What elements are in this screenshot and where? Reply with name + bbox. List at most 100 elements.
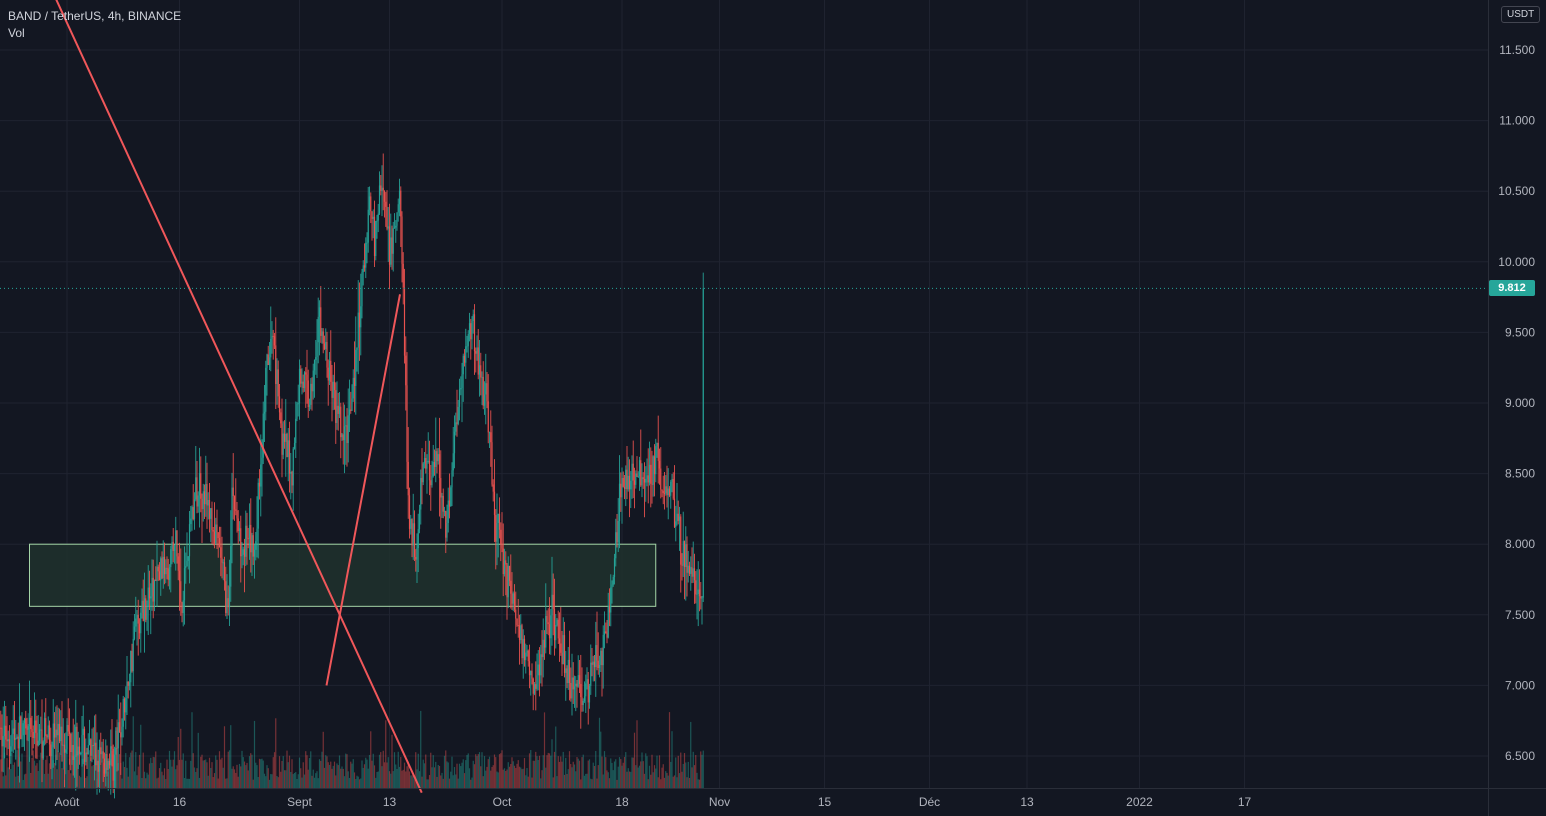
trendline[interactable] xyxy=(48,0,423,794)
candle-body xyxy=(627,475,629,490)
volume-bar xyxy=(577,758,579,788)
volume-bar xyxy=(696,772,698,788)
volume-bar xyxy=(583,775,586,788)
candle-body xyxy=(396,212,398,226)
volume-bar xyxy=(270,774,272,788)
candle-body xyxy=(172,541,174,551)
volume-bar xyxy=(431,767,433,788)
trend-lines[interactable] xyxy=(48,0,423,794)
volume-bar xyxy=(623,756,626,788)
candle-body xyxy=(316,342,318,358)
symbol-title[interactable]: BAND / TetherUS, 4h, BINANCE xyxy=(8,9,182,23)
volume-bar xyxy=(310,751,312,788)
candle-body xyxy=(602,634,604,666)
volume-bar xyxy=(467,753,469,788)
candle-body xyxy=(507,565,509,598)
price-axis[interactable]: 11.500 11.000 10.500 10.000 9.500 9.000 8.500 8… xyxy=(1488,0,1536,816)
volume-bar xyxy=(573,764,576,788)
price-tick-label: 11.500 xyxy=(1499,43,1535,57)
trendline[interactable] xyxy=(325,294,401,686)
candle-body xyxy=(60,726,62,742)
volume-bar xyxy=(531,777,533,788)
volume-bar xyxy=(631,757,633,788)
candle-body xyxy=(608,606,611,613)
candle-body xyxy=(577,675,579,687)
volume-bar xyxy=(185,760,187,788)
candle-body xyxy=(170,549,172,568)
volume-bar xyxy=(367,768,369,788)
volume-bar xyxy=(517,760,519,788)
candle-body xyxy=(358,312,361,328)
candle-body xyxy=(311,383,313,392)
candle-body xyxy=(131,650,133,672)
candle-body xyxy=(630,480,632,490)
candle-body xyxy=(200,473,202,499)
candle-body xyxy=(623,486,626,489)
volume-bar xyxy=(202,760,204,788)
candle-body xyxy=(297,403,299,405)
candle-body xyxy=(171,541,173,550)
volume-bar xyxy=(117,762,119,788)
volume-bar xyxy=(683,753,686,788)
volume-bar xyxy=(100,765,102,788)
volume-bar xyxy=(641,752,643,788)
candle-body xyxy=(262,413,264,458)
candle-body xyxy=(260,464,262,487)
volume-bar xyxy=(257,776,259,788)
volume-bar xyxy=(301,777,303,788)
candle-body xyxy=(111,746,113,749)
candle-body xyxy=(175,530,177,545)
volume-bar xyxy=(92,765,94,788)
candle-body xyxy=(163,556,166,575)
volume-bar xyxy=(175,769,177,788)
volume-bar xyxy=(453,767,456,788)
volume-bar xyxy=(300,768,302,788)
volume-bar xyxy=(636,720,638,788)
volume-bar xyxy=(262,760,264,788)
time-axis[interactable]: Août 16 Sept 13 Oct 18 Nov 15 Déc 13 2022 17 xyxy=(0,788,1546,810)
candle-body xyxy=(641,477,643,486)
candle-body xyxy=(307,380,309,408)
volume-bar xyxy=(176,765,178,788)
volume-indicator-label[interactable]: Vol xyxy=(8,26,25,40)
volume-bar xyxy=(476,756,478,788)
volume-bar xyxy=(448,778,451,788)
volume-bar xyxy=(512,761,514,788)
volume-bar xyxy=(586,773,588,788)
volume-bar xyxy=(445,750,447,788)
candle-body xyxy=(315,357,317,360)
candle-body xyxy=(17,736,19,749)
candle-body xyxy=(385,201,387,207)
candle-body xyxy=(67,725,69,732)
volume-bar xyxy=(656,755,658,788)
volume-bar xyxy=(382,750,384,788)
volume-bar xyxy=(507,762,509,788)
currency-button[interactable]: USDT xyxy=(1501,6,1541,23)
candle-body xyxy=(21,735,23,740)
volume-bar xyxy=(556,776,558,788)
volume-bar xyxy=(168,750,171,788)
candle-body xyxy=(626,469,628,490)
price-tick-label: 10.500 xyxy=(1498,184,1535,198)
volume-bar xyxy=(381,766,383,788)
volume-bar xyxy=(580,779,582,788)
candle-body xyxy=(453,431,456,454)
candle-body xyxy=(590,662,592,686)
candle-body xyxy=(287,440,289,458)
candle-body xyxy=(422,463,424,483)
candle-body xyxy=(673,498,676,527)
volume-bar xyxy=(138,754,141,788)
volume-bar xyxy=(417,753,419,788)
candle-body xyxy=(251,535,253,553)
volume-bar xyxy=(223,726,226,788)
volume-bar xyxy=(318,759,321,788)
volume-bar xyxy=(395,764,397,788)
volume-bar xyxy=(141,777,143,788)
candle-body xyxy=(588,685,591,703)
volume-bar xyxy=(672,776,674,788)
candle-body xyxy=(330,360,332,382)
volume-bar xyxy=(407,761,409,788)
candle-body xyxy=(22,723,24,736)
candle-body xyxy=(98,747,101,772)
